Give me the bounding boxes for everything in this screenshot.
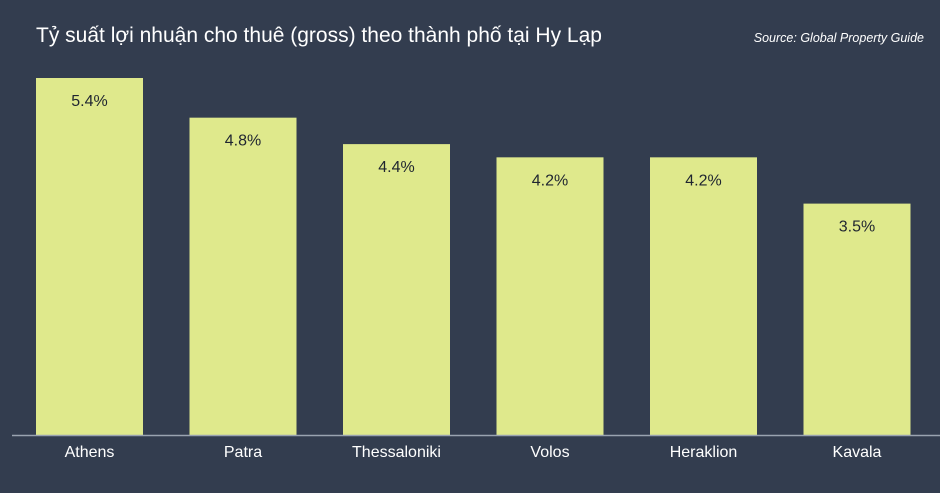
category-label: Thessaloniki [352, 444, 441, 461]
data-label: 5.4% [71, 93, 107, 110]
bar-thessaloniki [343, 144, 450, 435]
category-label: Volos [530, 444, 569, 461]
category-label: Patra [224, 444, 262, 461]
category-label: Heraklion [670, 444, 738, 461]
bar-patra [189, 117, 297, 436]
category-label: Athens [65, 444, 115, 461]
chart-title: Tỷ suất lợi nhuận cho thuê (gross) theo … [36, 24, 602, 47]
bar-heraklion [650, 157, 757, 436]
data-label: 4.2% [532, 172, 568, 189]
data-label: 4.2% [685, 172, 721, 189]
category-label: Kavala [833, 444, 882, 461]
data-label: 3.5% [839, 219, 875, 236]
bar-volos [496, 157, 604, 436]
data-label: 4.8% [225, 133, 261, 150]
chart-source: Source: Global Property Guide [753, 31, 924, 45]
data-label: 4.4% [378, 159, 414, 176]
bar-athens [36, 78, 143, 435]
bar-kavala [803, 203, 911, 435]
